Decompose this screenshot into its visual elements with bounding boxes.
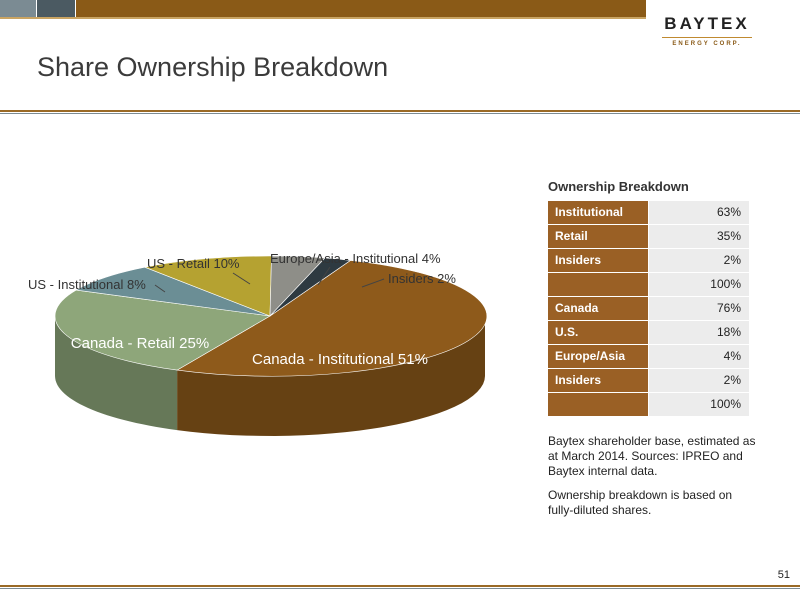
top-bar-segment [0,0,36,17]
page-number: 51 [777,569,790,581]
pie-slice-insiders [269,257,352,317]
pie-slice-us-retail [143,255,272,317]
top-bar-segment [76,0,646,17]
leader-line-us-retail [232,272,251,285]
table-row: Retail 35% [548,225,749,248]
logo-subtitle: ENERGY CORP. [672,41,742,47]
title-rule-thin [0,113,800,114]
row-label [548,273,648,296]
row-value: 100% [649,393,749,416]
row-label: U.S. [548,321,648,344]
table-row: Canada 76% [548,297,749,320]
pie-side-canada-institutional [177,316,485,436]
pie-label-us-retail: US - Retail 10% [147,256,240,271]
row-label: Institutional [548,201,648,224]
top-bar-segment [37,0,75,17]
pie-label-us-institutional: US - Institutional 8% [28,277,146,292]
footer-rule-thin [0,588,800,589]
pie-label-europe-asia-institutional: Europe/Asia - Institutional 4% [270,251,441,266]
table-row: 100% [548,393,749,416]
basis-note: Ownership breakdown is based on fully-di… [548,488,733,517]
pie-label-canada-institutional: Canada - Institutional 51% [252,351,428,368]
top-bar-line [0,17,646,19]
row-label: Europe/Asia [548,345,648,368]
row-label: Retail [548,225,648,248]
row-label: Insiders [548,249,648,272]
page-title: Share Ownership Breakdown [37,52,389,82]
row-label [548,393,648,416]
table-row: Institutional 63% [548,201,749,224]
row-value: 63% [649,201,749,224]
row-value: 76% [649,297,749,320]
row-value: 2% [649,369,749,392]
row-value: 4% [649,345,749,368]
row-value: 2% [649,249,749,272]
table-row: U.S. 18% [548,321,749,344]
row-label: Insiders [548,369,648,392]
leader-line-europe-asia-institutional [317,266,331,286]
pie-side-canada-retail [55,316,178,431]
baytex-logo: BAYTEX ENERGY CORP. [648,6,766,58]
table-title: Ownership Breakdown [548,179,689,194]
table-row: Europe/Asia 4% [548,345,749,368]
pie-label-canada-retail: Canada - Retail 25% [71,335,209,352]
logo-name: BAYTEX [664,14,750,33]
leader-line-us-institutional [154,284,166,293]
logo-divider [662,37,752,38]
row-value: 100% [649,273,749,296]
ownership-pie-chart: Canada - Institutional 51% Canada - Retai… [28,251,488,436]
ownership-table: Institutional 63% Retail 35% Insiders 2% 10… [548,201,749,417]
table-row: Insiders 2% [548,249,749,272]
title-rule [0,110,800,112]
table-row: 100% [548,273,749,296]
leader-line-insiders [361,278,385,288]
pie-slice-us-institutional [75,266,271,317]
source-note: Baytex shareholder base, estimated as at… [548,434,756,478]
table-row: Insiders 2% [548,369,749,392]
row-value: 35% [649,225,749,248]
row-value: 18% [649,321,749,344]
pie-label-insiders: Insiders 2% [388,271,456,286]
pie-slice-canada-retail [54,289,271,371]
row-label: Canada [548,297,648,320]
footer-rule [0,585,800,587]
pie-slice-canada-institutional [176,260,488,377]
